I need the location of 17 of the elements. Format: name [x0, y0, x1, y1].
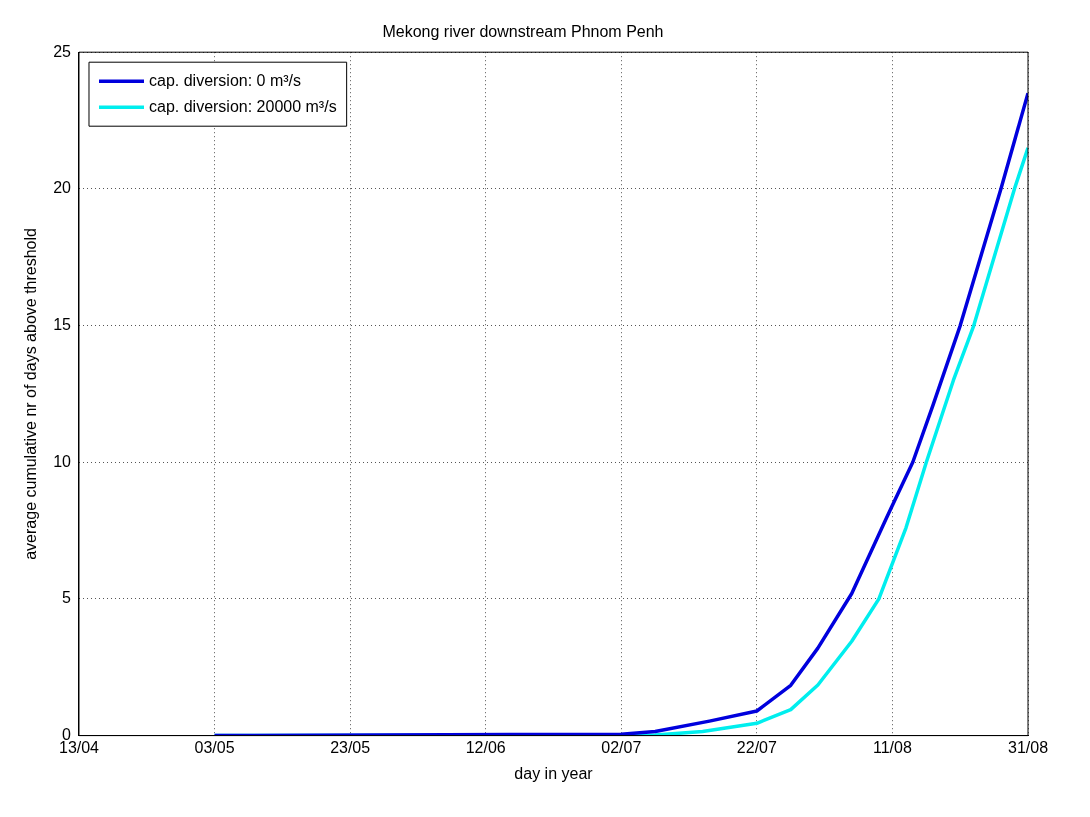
y-tick-label: 5	[62, 589, 72, 607]
y-tick-label: 20	[53, 179, 72, 197]
y-tick-label: 10	[53, 452, 72, 470]
x-tick-label: 03/05	[194, 738, 235, 756]
x-axis-title: day in year	[514, 764, 594, 782]
x-tick-label: 23/05	[330, 738, 371, 756]
x-tick-label: 22/07	[736, 738, 777, 756]
legend-label: cap. diversion: 0 m³/s	[149, 71, 302, 89]
y-tick-label: 15	[53, 315, 72, 333]
x-tick-label: 31/08	[1007, 738, 1049, 756]
x-tick-label: 12/06	[465, 738, 506, 756]
legend-label: cap. diversion: 20000 m³/s	[149, 97, 337, 115]
x-tick-label: 11/08	[873, 738, 912, 756]
y-axis-title: average cumulative nr of days above threshold	[22, 228, 40, 560]
y-tick-label: 25	[53, 42, 72, 60]
x-tick-label: 02/07	[601, 738, 642, 756]
chart-title: Mekong river downstream Phnom Penh	[382, 23, 664, 41]
